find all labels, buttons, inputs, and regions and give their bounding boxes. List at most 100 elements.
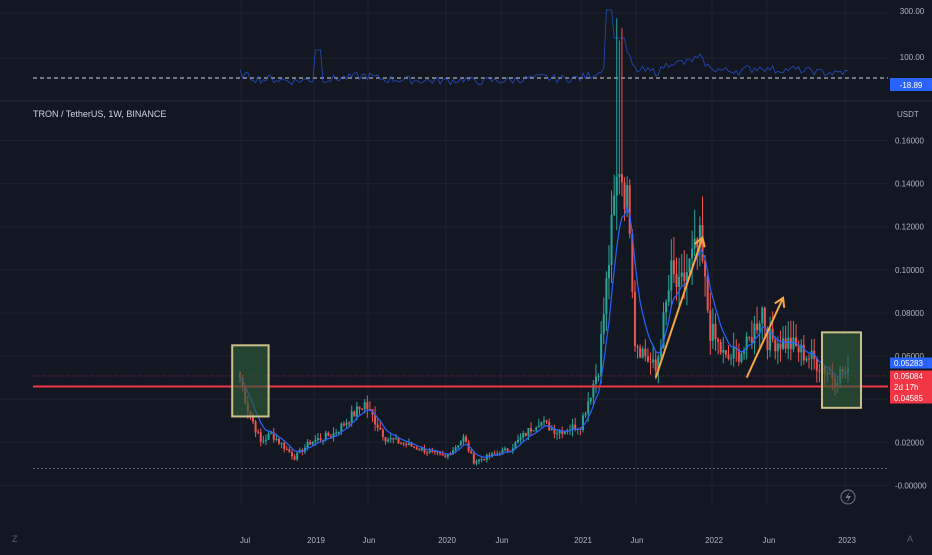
candle[interactable] — [290, 449, 293, 460]
candle[interactable] — [342, 421, 345, 427]
indicator-line[interactable] — [239, 9, 849, 86]
candle[interactable] — [704, 255, 707, 297]
candle[interactable] — [374, 406, 377, 431]
candle[interactable] — [309, 439, 312, 445]
candle[interactable] — [592, 380, 595, 407]
candle[interactable] — [475, 459, 478, 466]
candle[interactable] — [706, 273, 709, 313]
candle[interactable] — [600, 321, 603, 384]
candle[interactable] — [254, 419, 257, 438]
candle[interactable] — [423, 444, 426, 455]
candle[interactable] — [332, 427, 335, 442]
candle[interactable] — [607, 245, 610, 300]
candle[interactable] — [519, 433, 522, 444]
candle[interactable] — [639, 344, 642, 359]
candle[interactable] — [597, 373, 600, 382]
candle[interactable] — [555, 429, 558, 440]
candle[interactable] — [257, 429, 260, 434]
candle[interactable] — [797, 340, 800, 362]
candle[interactable] — [818, 363, 821, 383]
moving-average-line[interactable] — [239, 205, 849, 458]
highlight-box[interactable] — [821, 331, 862, 409]
candle[interactable] — [719, 339, 722, 355]
candle[interactable] — [537, 418, 540, 428]
candle[interactable] — [296, 451, 299, 462]
candle[interactable] — [267, 431, 270, 441]
candle[interactable] — [670, 239, 673, 308]
candle[interactable] — [748, 336, 751, 342]
candle[interactable] — [815, 357, 818, 383]
candle[interactable] — [446, 453, 449, 460]
candle[interactable] — [392, 437, 395, 444]
candle[interactable] — [426, 450, 429, 457]
candle[interactable] — [784, 325, 787, 354]
candle[interactable] — [415, 446, 418, 450]
candle[interactable] — [717, 337, 720, 355]
candle[interactable] — [774, 336, 777, 360]
candle[interactable] — [675, 257, 678, 301]
candle[interactable] — [808, 353, 811, 369]
candle[interactable] — [293, 454, 296, 461]
candle[interactable] — [280, 442, 283, 449]
candle[interactable] — [470, 448, 473, 454]
candle[interactable] — [672, 236, 675, 284]
candle[interactable] — [485, 453, 488, 463]
candle[interactable] — [805, 356, 808, 363]
candle[interactable] — [769, 316, 772, 358]
candle[interactable] — [522, 430, 525, 443]
candle[interactable] — [319, 433, 322, 443]
candle[interactable] — [527, 427, 530, 441]
candle[interactable] — [264, 434, 267, 446]
candle[interactable] — [709, 292, 712, 355]
candle[interactable] — [488, 452, 491, 460]
candle[interactable] — [667, 275, 670, 307]
candle[interactable] — [730, 353, 733, 366]
candle[interactable] — [756, 306, 759, 335]
candle[interactable] — [381, 427, 384, 441]
candle[interactable] — [444, 453, 447, 459]
candle[interactable] — [646, 348, 649, 363]
candle[interactable] — [649, 352, 652, 375]
time-axis[interactable]: Jul 2019 Jun 2020 Jun 2021 Jun 2022 Jun 2023 — [240, 536, 857, 545]
candle[interactable] — [285, 445, 288, 451]
candle[interactable] — [737, 343, 740, 367]
candle[interactable] — [504, 446, 507, 452]
candle[interactable] — [740, 351, 743, 364]
candle[interactable] — [535, 426, 538, 433]
candlestick-series[interactable] — [239, 18, 849, 466]
candle[interactable] — [524, 432, 527, 437]
candle[interactable] — [581, 412, 584, 433]
candle[interactable] — [561, 426, 564, 439]
candle[interactable] — [594, 363, 597, 394]
candle[interactable] — [262, 435, 265, 444]
candle[interactable] — [610, 190, 613, 284]
candle[interactable] — [376, 419, 379, 432]
candle[interactable] — [327, 431, 330, 437]
candle[interactable] — [540, 421, 543, 428]
candle[interactable] — [711, 308, 714, 349]
price-axis[interactable]: 0.16000 0.14000 0.12000 0.10000 0.08000 0.060… — [895, 137, 927, 491]
candle[interactable] — [428, 448, 431, 455]
candle[interactable] — [763, 306, 766, 337]
candle[interactable] — [636, 344, 639, 359]
candle[interactable] — [400, 441, 403, 445]
candle[interactable] — [652, 345, 655, 369]
candle[interactable] — [745, 331, 748, 360]
candle[interactable] — [272, 427, 275, 443]
candle[interactable] — [532, 430, 535, 432]
candle[interactable] — [418, 447, 421, 451]
candle[interactable] — [615, 18, 618, 230]
candle[interactable] — [761, 306, 764, 340]
candle[interactable] — [283, 439, 286, 453]
candle[interactable] — [602, 297, 605, 345]
candle[interactable] — [465, 434, 468, 443]
candle[interactable] — [480, 456, 483, 463]
candle[interactable] — [644, 339, 647, 362]
candle[interactable] — [358, 406, 361, 415]
candle[interactable] — [688, 258, 691, 275]
candle[interactable] — [345, 418, 348, 430]
candle[interactable] — [493, 450, 496, 455]
candle[interactable] — [620, 28, 623, 197]
